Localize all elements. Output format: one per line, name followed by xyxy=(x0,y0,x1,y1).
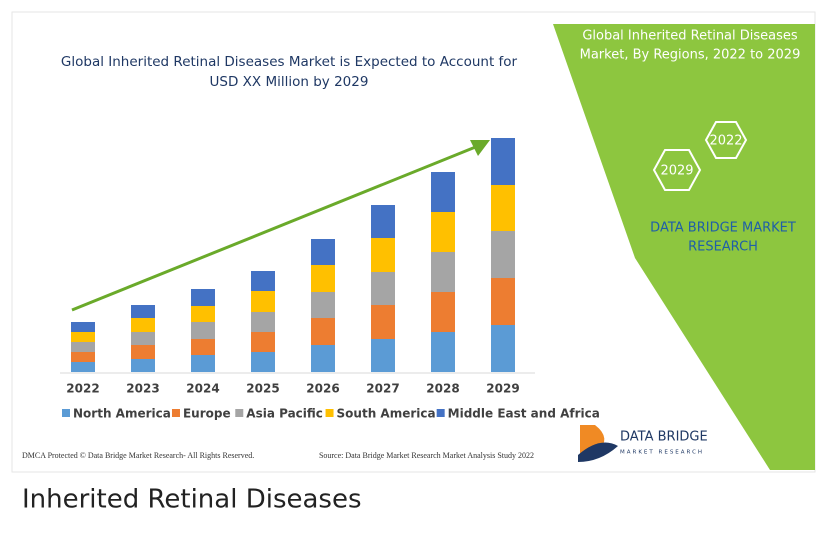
logo-tagline: MARKET RESEARCH xyxy=(620,450,704,456)
bar-segment xyxy=(71,342,95,352)
legend-label: South America xyxy=(337,407,436,421)
green-panel xyxy=(553,24,815,470)
legend-swatch xyxy=(235,409,244,417)
bar-segment xyxy=(131,332,155,345)
x-tick-label: 2026 xyxy=(306,382,339,396)
bar-segment xyxy=(311,265,335,292)
bar-segment xyxy=(71,332,95,342)
bar-segment xyxy=(491,325,515,372)
bar-segment xyxy=(371,238,395,272)
legend-label: Asia Pacific xyxy=(246,407,323,421)
legend-label: Europe xyxy=(183,407,231,421)
bar-segment xyxy=(191,322,215,339)
legend-swatch xyxy=(171,409,180,417)
bar-segment xyxy=(191,306,215,322)
panel-title: Market, By Regions, 2022 to 2029 xyxy=(580,48,801,63)
bar-segment xyxy=(191,339,215,355)
bar-segment xyxy=(251,332,275,352)
legend-label: North America xyxy=(73,407,171,421)
brand-text: RESEARCH xyxy=(688,240,758,255)
bar-segment xyxy=(131,345,155,359)
bar-segment xyxy=(371,205,395,238)
legend-swatch xyxy=(436,409,445,417)
bar-segment xyxy=(191,289,215,306)
bar-segment xyxy=(431,332,455,372)
bar-segment xyxy=(311,345,335,372)
chart-title: Global Inherited Retinal Diseases Market… xyxy=(61,54,518,70)
bar-segment xyxy=(431,172,455,212)
brand-text: DATA BRIDGE MARKET xyxy=(650,221,796,236)
logo-name: DATA BRIDGE xyxy=(620,430,708,445)
bar-segment xyxy=(191,355,215,372)
bar-segment xyxy=(491,231,515,278)
bar-segment xyxy=(131,359,155,372)
bar-segment xyxy=(251,352,275,372)
bar-segment xyxy=(371,339,395,372)
hexagon xyxy=(652,149,702,191)
arrow-head xyxy=(470,140,490,156)
x-tick-label: 2028 xyxy=(426,382,459,396)
bar-segment xyxy=(311,318,335,345)
bar-segment xyxy=(491,138,515,185)
x-tick-label: 2023 xyxy=(126,382,159,396)
x-tick-label: 2027 xyxy=(366,382,399,396)
hexagon-label: 2022 xyxy=(709,134,742,149)
bar-segment xyxy=(491,278,515,325)
logo-icon xyxy=(578,442,618,462)
bar-segment xyxy=(251,271,275,291)
x-tick-label: 2029 xyxy=(486,382,519,396)
caption: Inherited Retinal Diseases xyxy=(22,485,362,515)
bar-segment xyxy=(251,291,275,312)
hexagon-label: 2029 xyxy=(660,164,693,179)
panel-title: Global Inherited Retinal Diseases xyxy=(582,29,798,44)
x-tick-label: 2025 xyxy=(246,382,279,396)
hexagon xyxy=(704,121,748,159)
footer-left: DMCA Protected © Data Bridge Market Rese… xyxy=(22,451,254,460)
x-tick-label: 2022 xyxy=(66,382,99,396)
bar-segment xyxy=(371,272,395,305)
bar-segment xyxy=(431,212,455,252)
bar-segment xyxy=(371,305,395,339)
bar-segment xyxy=(71,352,95,362)
bar-segment xyxy=(431,292,455,332)
bar-segment xyxy=(491,185,515,231)
x-tick-label: 2024 xyxy=(186,382,219,396)
legend-label: Middle East and Africa xyxy=(448,407,600,421)
chart-title: USD XX Million by 2029 xyxy=(210,74,369,90)
bar-segment xyxy=(131,318,155,332)
bar-segment xyxy=(311,292,335,318)
bar-segment xyxy=(431,252,455,292)
bar-segment xyxy=(71,362,95,372)
legend-swatch xyxy=(325,409,334,417)
bar-segment xyxy=(311,239,335,265)
bar-segment xyxy=(251,312,275,332)
legend-swatch xyxy=(62,409,70,417)
footer-right: Source: Data Bridge Market Research Mark… xyxy=(319,451,534,460)
bar-segment xyxy=(71,322,95,332)
bar-segment xyxy=(131,305,155,318)
trend-arrow xyxy=(71,144,479,312)
